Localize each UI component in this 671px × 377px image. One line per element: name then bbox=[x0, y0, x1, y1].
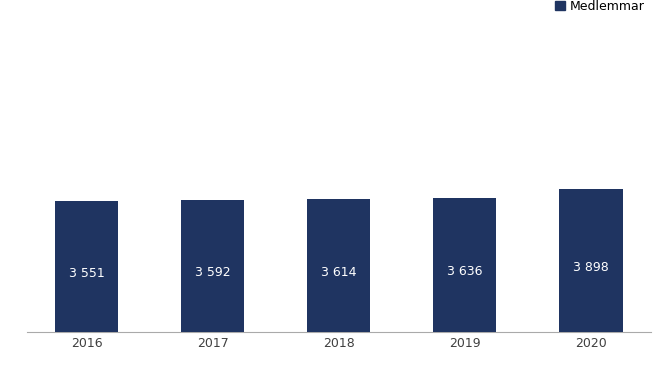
Text: 3 592: 3 592 bbox=[195, 266, 231, 279]
Bar bbox=[55, 201, 118, 332]
Text: 3 898: 3 898 bbox=[573, 261, 609, 274]
Text: 3 614: 3 614 bbox=[321, 265, 356, 279]
Bar bbox=[307, 199, 370, 332]
Bar bbox=[181, 200, 244, 332]
Text: 3 636: 3 636 bbox=[447, 265, 482, 278]
Bar bbox=[433, 198, 497, 332]
Legend: Medlemmar: Medlemmar bbox=[555, 0, 645, 13]
Text: 3 551: 3 551 bbox=[69, 267, 105, 280]
Bar bbox=[560, 188, 623, 332]
